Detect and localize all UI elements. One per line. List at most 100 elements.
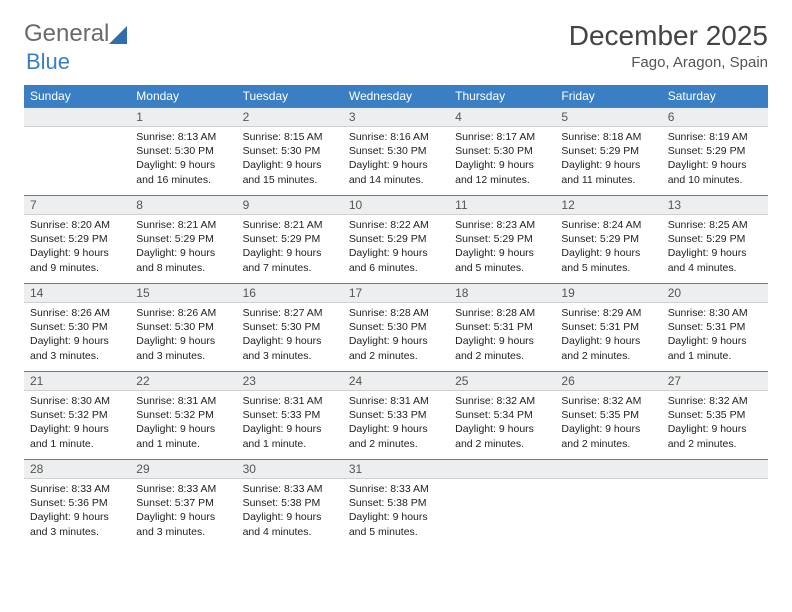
daylight-text-2: and 4 minutes.	[243, 525, 337, 539]
calendar-table: SundayMondayTuesdayWednesdayThursdayFrid…	[24, 85, 768, 547]
daylight-text-1: Daylight: 9 hours	[136, 158, 230, 172]
day-cell: 15Sunrise: 8:26 AMSunset: 5:30 PMDayligh…	[130, 283, 236, 371]
day-number: 23	[237, 371, 343, 391]
day-details: Sunrise: 8:21 AMSunset: 5:29 PMDaylight:…	[237, 215, 343, 281]
daylight-text-2: and 4 minutes.	[668, 261, 762, 275]
sunset-text: Sunset: 5:29 PM	[243, 232, 337, 246]
day-details: Sunrise: 8:32 AMSunset: 5:35 PMDaylight:…	[555, 391, 661, 457]
daylight-text-1: Daylight: 9 hours	[349, 334, 443, 348]
day-number: 28	[24, 459, 130, 479]
daylight-text-1: Daylight: 9 hours	[243, 510, 337, 524]
daylight-text-2: and 2 minutes.	[561, 349, 655, 363]
day-number: 26	[555, 371, 661, 391]
day-cell: 4Sunrise: 8:17 AMSunset: 5:30 PMDaylight…	[449, 107, 555, 195]
sunset-text: Sunset: 5:29 PM	[349, 232, 443, 246]
day-number: 31	[343, 459, 449, 479]
daylight-text-2: and 2 minutes.	[561, 437, 655, 451]
sunrise-text: Sunrise: 8:31 AM	[349, 394, 443, 408]
weekday-header-row: SundayMondayTuesdayWednesdayThursdayFrid…	[24, 85, 768, 107]
empty-day-bar	[662, 459, 768, 479]
sunset-text: Sunset: 5:30 PM	[243, 144, 337, 158]
calendar-week-row: 14Sunrise: 8:26 AMSunset: 5:30 PMDayligh…	[24, 283, 768, 371]
daylight-text-1: Daylight: 9 hours	[455, 334, 549, 348]
empty-day-cell	[555, 459, 661, 547]
sunset-text: Sunset: 5:35 PM	[668, 408, 762, 422]
daylight-text-1: Daylight: 9 hours	[561, 246, 655, 260]
day-cell: 24Sunrise: 8:31 AMSunset: 5:33 PMDayligh…	[343, 371, 449, 459]
day-number: 19	[555, 283, 661, 303]
day-cell: 30Sunrise: 8:33 AMSunset: 5:38 PMDayligh…	[237, 459, 343, 547]
sunset-text: Sunset: 5:32 PM	[30, 408, 124, 422]
day-cell: 31Sunrise: 8:33 AMSunset: 5:38 PMDayligh…	[343, 459, 449, 547]
daylight-text-2: and 2 minutes.	[349, 437, 443, 451]
day-cell: 13Sunrise: 8:25 AMSunset: 5:29 PMDayligh…	[662, 195, 768, 283]
sunset-text: Sunset: 5:29 PM	[561, 232, 655, 246]
day-number: 10	[343, 195, 449, 215]
sunrise-text: Sunrise: 8:31 AM	[243, 394, 337, 408]
daylight-text-2: and 16 minutes.	[136, 173, 230, 187]
day-number: 22	[130, 371, 236, 391]
daylight-text-2: and 3 minutes.	[136, 349, 230, 363]
day-number: 12	[555, 195, 661, 215]
sunrise-text: Sunrise: 8:19 AM	[668, 130, 762, 144]
sunset-text: Sunset: 5:29 PM	[136, 232, 230, 246]
sunset-text: Sunset: 5:30 PM	[455, 144, 549, 158]
sunrise-text: Sunrise: 8:30 AM	[30, 394, 124, 408]
day-details: Sunrise: 8:23 AMSunset: 5:29 PMDaylight:…	[449, 215, 555, 281]
day-cell: 8Sunrise: 8:21 AMSunset: 5:29 PMDaylight…	[130, 195, 236, 283]
day-number: 18	[449, 283, 555, 303]
day-details: Sunrise: 8:31 AMSunset: 5:33 PMDaylight:…	[343, 391, 449, 457]
sunrise-text: Sunrise: 8:21 AM	[243, 218, 337, 232]
daylight-text-1: Daylight: 9 hours	[668, 334, 762, 348]
sunset-text: Sunset: 5:29 PM	[561, 144, 655, 158]
sunrise-text: Sunrise: 8:32 AM	[668, 394, 762, 408]
day-details: Sunrise: 8:32 AMSunset: 5:35 PMDaylight:…	[662, 391, 768, 457]
empty-day-cell	[449, 459, 555, 547]
day-cell: 22Sunrise: 8:31 AMSunset: 5:32 PMDayligh…	[130, 371, 236, 459]
daylight-text-1: Daylight: 9 hours	[30, 422, 124, 436]
day-cell: 3Sunrise: 8:16 AMSunset: 5:30 PMDaylight…	[343, 107, 449, 195]
sunrise-text: Sunrise: 8:20 AM	[30, 218, 124, 232]
sunset-text: Sunset: 5:38 PM	[243, 496, 337, 510]
sunrise-text: Sunrise: 8:29 AM	[561, 306, 655, 320]
day-number: 24	[343, 371, 449, 391]
day-cell: 16Sunrise: 8:27 AMSunset: 5:30 PMDayligh…	[237, 283, 343, 371]
daylight-text-1: Daylight: 9 hours	[349, 422, 443, 436]
day-number: 14	[24, 283, 130, 303]
day-cell: 25Sunrise: 8:32 AMSunset: 5:34 PMDayligh…	[449, 371, 555, 459]
empty-day-cell	[24, 107, 130, 195]
day-details: Sunrise: 8:33 AMSunset: 5:37 PMDaylight:…	[130, 479, 236, 545]
daylight-text-2: and 2 minutes.	[349, 349, 443, 363]
daylight-text-1: Daylight: 9 hours	[561, 422, 655, 436]
day-number: 7	[24, 195, 130, 215]
day-details: Sunrise: 8:30 AMSunset: 5:32 PMDaylight:…	[24, 391, 130, 457]
daylight-text-2: and 3 minutes.	[243, 349, 337, 363]
day-cell: 29Sunrise: 8:33 AMSunset: 5:37 PMDayligh…	[130, 459, 236, 547]
daylight-text-2: and 1 minute.	[243, 437, 337, 451]
day-details: Sunrise: 8:19 AMSunset: 5:29 PMDaylight:…	[662, 127, 768, 193]
day-details: Sunrise: 8:15 AMSunset: 5:30 PMDaylight:…	[237, 127, 343, 193]
sunrise-text: Sunrise: 8:30 AM	[668, 306, 762, 320]
day-details: Sunrise: 8:29 AMSunset: 5:31 PMDaylight:…	[555, 303, 661, 369]
day-details: Sunrise: 8:33 AMSunset: 5:38 PMDaylight:…	[343, 479, 449, 545]
daylight-text-1: Daylight: 9 hours	[561, 158, 655, 172]
daylight-text-1: Daylight: 9 hours	[30, 334, 124, 348]
sunrise-text: Sunrise: 8:26 AM	[136, 306, 230, 320]
day-details: Sunrise: 8:18 AMSunset: 5:29 PMDaylight:…	[555, 127, 661, 193]
sunset-text: Sunset: 5:31 PM	[668, 320, 762, 334]
sunrise-text: Sunrise: 8:16 AM	[349, 130, 443, 144]
sunset-text: Sunset: 5:35 PM	[561, 408, 655, 422]
day-cell: 10Sunrise: 8:22 AMSunset: 5:29 PMDayligh…	[343, 195, 449, 283]
weekday-header: Monday	[130, 85, 236, 107]
brand-word2: Blue	[26, 49, 70, 74]
day-number: 13	[662, 195, 768, 215]
day-details: Sunrise: 8:28 AMSunset: 5:30 PMDaylight:…	[343, 303, 449, 369]
day-details: Sunrise: 8:16 AMSunset: 5:30 PMDaylight:…	[343, 127, 449, 193]
sunrise-text: Sunrise: 8:23 AM	[455, 218, 549, 232]
day-details: Sunrise: 8:26 AMSunset: 5:30 PMDaylight:…	[24, 303, 130, 369]
sunrise-text: Sunrise: 8:25 AM	[668, 218, 762, 232]
day-number: 29	[130, 459, 236, 479]
day-number: 6	[662, 107, 768, 127]
day-cell: 28Sunrise: 8:33 AMSunset: 5:36 PMDayligh…	[24, 459, 130, 547]
daylight-text-2: and 5 minutes.	[349, 525, 443, 539]
